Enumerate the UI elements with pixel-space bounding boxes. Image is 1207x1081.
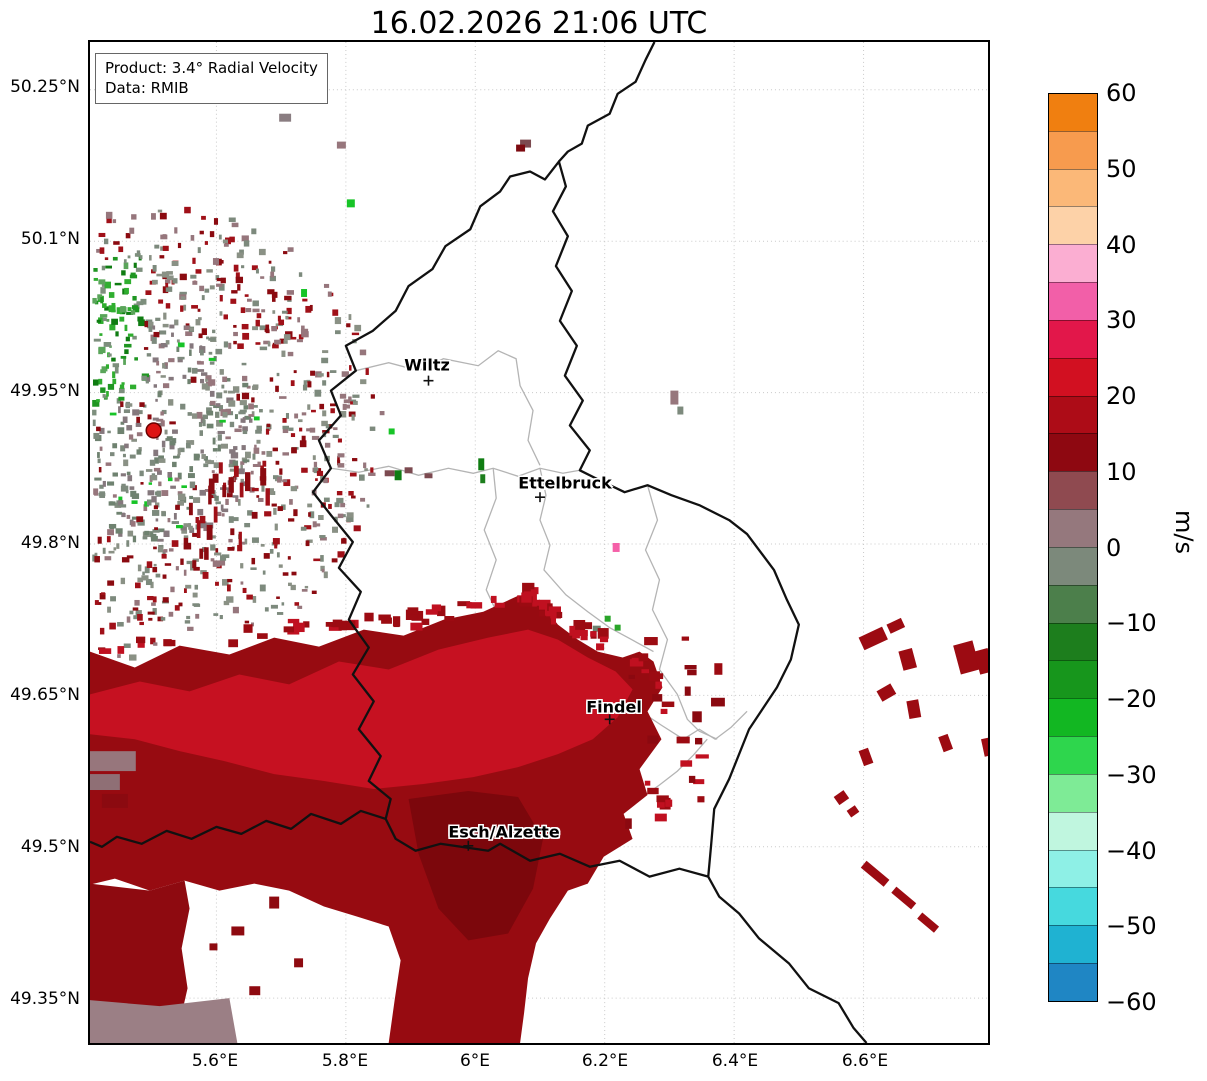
city-marker-wiltz (423, 375, 434, 386)
product-label: Product: 3.4° Radial Velocity (105, 59, 318, 77)
colorbar-tick-label: −50 (1106, 912, 1157, 941)
city-marker-ettelbruck (535, 492, 545, 503)
border-luxembourg (311, 160, 800, 878)
city-label-ettelbruck: Ettelbruck (518, 473, 612, 493)
colorbar-segment (1049, 546, 1097, 585)
x-axis-tick-label: 5.8°E (321, 1051, 369, 1071)
radar-echo-east-patches (833, 617, 988, 933)
colorbar-segment (1049, 963, 1097, 1001)
colorbar-tick-label: 30 (1106, 306, 1137, 335)
colorbar-segment (1049, 849, 1097, 888)
colorbar-segment (1049, 622, 1097, 661)
colorbar-segment (1049, 773, 1097, 812)
colorbar-segment (1049, 206, 1097, 245)
colorbar-segment (1049, 925, 1097, 964)
data-source-label: Data: RMIB (105, 79, 189, 98)
x-axis-tick-label: 6°E (459, 1051, 491, 1071)
colorbar-segment (1049, 584, 1097, 623)
border-southwest-segment (90, 809, 387, 848)
city-marker-findel (604, 714, 615, 725)
border-southeast-segment (707, 876, 868, 1043)
colorbar-tick-label: −20 (1106, 685, 1157, 713)
echo-edge-speckle (98, 582, 725, 829)
map-plot: Product: 3.4° Radial Velocity Data: RMIB… (88, 40, 990, 1045)
colorbar-tick-label: 10 (1106, 457, 1137, 486)
colorbar-tick-label: −10 (1106, 609, 1157, 638)
colorbar-segment (1049, 244, 1097, 283)
colorbar-segment (1049, 698, 1097, 737)
colorbar (1048, 93, 1098, 1002)
radar-echo-south (90, 595, 663, 1043)
colorbar-segment (1049, 660, 1097, 699)
colorbar-segment (1049, 319, 1097, 358)
city-markers (423, 375, 615, 851)
x-axis-tick-label: 6.4°E (711, 1051, 759, 1071)
colorbar-segment (1049, 887, 1097, 926)
colorbar-tick-label: 60 (1106, 79, 1137, 107)
y-axis-tick-label: 50.1°N (20, 229, 80, 249)
colorbar-segment (1049, 94, 1097, 131)
city-label-findel: Findel (586, 697, 642, 717)
colorbar-segment (1049, 395, 1097, 434)
colorbar-unit-label: m/s (1170, 510, 1198, 554)
plot-title: 16.02.2026 21:06 UTC (370, 6, 708, 41)
colorbar-segment (1049, 736, 1097, 774)
colorbar-segment (1049, 433, 1097, 472)
colorbar-tick-label: −60 (1106, 988, 1157, 1016)
radar-echo-speckle (92, 206, 385, 661)
colorbar-gradient (1049, 94, 1097, 1001)
colorbar-segment (1049, 357, 1097, 396)
x-axis-tick-label: 6.2°E (581, 1051, 629, 1071)
y-axis-tick-label: 49.35°N (10, 989, 80, 1009)
map-canvas (90, 42, 988, 1043)
city-label-wiltz: Wiltz (404, 355, 450, 375)
colorbar-segment (1049, 130, 1097, 169)
colorbar-segment (1049, 471, 1097, 510)
border-north-segment (558, 42, 656, 163)
radar-site-marker (145, 422, 162, 439)
y-axis-tick-label: 49.5°N (20, 837, 80, 857)
colorbar-segment (1049, 282, 1097, 320)
colorbar-tick-label: −30 (1106, 760, 1157, 789)
y-axis-tick-label: 49.95°N (10, 381, 80, 401)
colorbar-tick-label: 50 (1106, 154, 1137, 183)
city-marker-esch (463, 840, 474, 851)
y-axis-tick-label: 49.65°N (10, 685, 80, 705)
y-axis-tick-label: 50.25°N (10, 77, 80, 97)
colorbar-tick-label: 20 (1106, 382, 1137, 410)
colorbar-tick-label: 40 (1106, 230, 1137, 259)
colorbar-segment (1049, 509, 1097, 547)
colorbar-tick-label: 0 (1106, 533, 1122, 562)
colorbar-segment (1049, 811, 1097, 850)
x-axis-tick-label: 5.6°E (191, 1051, 239, 1071)
city-label-esch-alzette: Esch/Alzette (448, 822, 560, 842)
colorbar-segment (1049, 168, 1097, 207)
x-axis-tick-label: 6.6°E (841, 1051, 889, 1071)
colorbar-tick-label: −40 (1106, 836, 1157, 865)
y-axis-tick-label: 49.8°N (20, 533, 80, 553)
country-borders (90, 42, 868, 1043)
product-info-box: Product: 3.4° Radial Velocity Data: RMIB (95, 53, 328, 104)
